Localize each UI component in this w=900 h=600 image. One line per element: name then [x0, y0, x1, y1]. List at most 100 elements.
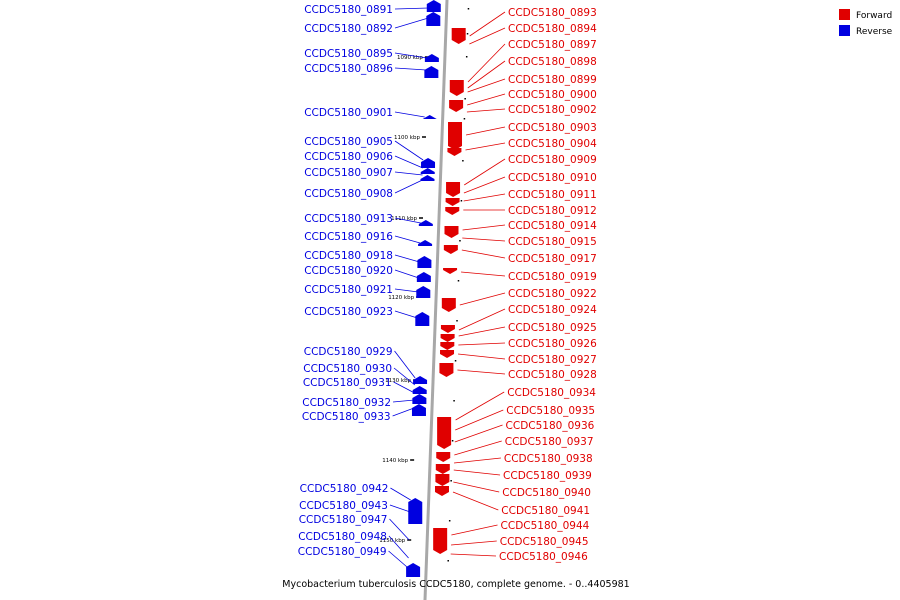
reverse-gene-block[interactable] — [421, 158, 436, 168]
reverse-gene-label[interactable]: CCDC5180_0892 — [304, 23, 393, 35]
reverse-gene-block[interactable] — [420, 168, 435, 174]
forward-gene-label[interactable]: CCDC5180_0936 — [506, 420, 595, 432]
reverse-gene-block[interactable] — [416, 286, 431, 298]
forward-gene-label[interactable]: CCDC5180_0945 — [500, 536, 589, 548]
forward-gene-label[interactable]: CCDC5180_0899 — [508, 74, 597, 86]
reverse-gene-block[interactable] — [408, 498, 423, 524]
forward-gene-block[interactable] — [440, 342, 455, 350]
reverse-gene-label[interactable]: CCDC5180_0949 — [298, 546, 387, 558]
reverse-gene-block[interactable] — [416, 272, 431, 282]
forward-gene-block[interactable] — [443, 268, 458, 274]
reverse-gene-block[interactable] — [426, 0, 441, 12]
reverse-gene-label[interactable]: CCDC5180_0921 — [304, 284, 393, 296]
reverse-gene-block[interactable] — [415, 312, 430, 326]
forward-gene-label[interactable]: CCDC5180_0941 — [501, 505, 590, 517]
reverse-gene-label[interactable]: CCDC5180_0918 — [304, 250, 393, 262]
reverse-gene-label[interactable]: CCDC5180_0930 — [303, 363, 392, 375]
forward-gene-label[interactable]: CCDC5180_0938 — [504, 453, 593, 465]
forward-gene-block[interactable] — [433, 528, 448, 554]
forward-gene-block[interactable] — [445, 207, 460, 215]
forward-gene-block[interactable] — [449, 100, 464, 112]
forward-gene-block[interactable] — [434, 486, 449, 496]
reverse-gene-label[interactable]: CCDC5180_0931 — [303, 377, 392, 389]
forward-gene-label[interactable]: CCDC5180_0926 — [508, 338, 597, 350]
reverse-gene-block[interactable] — [412, 386, 427, 394]
forward-gene-label[interactable]: CCDC5180_0909 — [508, 154, 597, 166]
reverse-gene-label[interactable]: CCDC5180_0908 — [304, 188, 393, 200]
forward-gene-label[interactable]: CCDC5180_0937 — [505, 436, 594, 448]
forward-gene-block[interactable] — [439, 363, 454, 377]
reverse-gene-label[interactable]: CCDC5180_0948 — [298, 531, 387, 543]
forward-gene-block[interactable] — [443, 245, 458, 254]
forward-gene-label[interactable]: CCDC5180_0928 — [508, 369, 597, 381]
reverse-gene-label[interactable]: CCDC5180_0923 — [304, 306, 393, 318]
forward-gene-label[interactable]: CCDC5180_0939 — [503, 470, 592, 482]
forward-gene-label[interactable]: CCDC5180_0903 — [508, 122, 597, 134]
reverse-gene-label[interactable]: CCDC5180_0932 — [302, 397, 391, 409]
reverse-gene-label[interactable]: CCDC5180_0933 — [302, 411, 391, 423]
forward-gene-label[interactable]: CCDC5180_0914 — [508, 220, 597, 232]
reverse-gene-label[interactable]: CCDC5180_0895 — [304, 48, 393, 60]
reverse-gene-block[interactable] — [418, 220, 433, 226]
forward-gene-label[interactable]: CCDC5180_0898 — [508, 56, 597, 68]
forward-gene-block[interactable] — [444, 226, 459, 238]
forward-gene-label[interactable]: CCDC5180_0902 — [508, 104, 597, 116]
reverse-gene-block[interactable] — [417, 256, 432, 268]
forward-gene-label[interactable]: CCDC5180_0919 — [508, 271, 597, 283]
reverse-gene-label[interactable]: CCDC5180_0920 — [304, 265, 393, 277]
reverse-gene-block[interactable] — [412, 394, 427, 404]
forward-gene-block[interactable] — [437, 417, 452, 449]
forward-gene-block[interactable] — [445, 198, 460, 206]
forward-gene-label[interactable]: CCDC5180_0897 — [508, 39, 597, 51]
forward-gene-block[interactable] — [441, 298, 456, 312]
forward-gene-label[interactable]: CCDC5180_0946 — [499, 551, 588, 563]
forward-gene-block[interactable] — [447, 148, 462, 156]
reverse-gene-label[interactable]: CCDC5180_0916 — [304, 231, 393, 243]
forward-gene-label[interactable]: CCDC5180_0917 — [508, 253, 597, 265]
forward-gene-label[interactable]: CCDC5180_0935 — [506, 405, 595, 417]
reverse-gene-label[interactable]: CCDC5180_0905 — [304, 136, 393, 148]
reverse-gene-block[interactable] — [426, 12, 441, 26]
reverse-gene-label[interactable]: CCDC5180_0913 — [304, 213, 393, 225]
forward-gene-label[interactable]: CCDC5180_0912 — [508, 205, 597, 217]
reverse-gene-label[interactable]: CCDC5180_0891 — [304, 4, 393, 16]
forward-gene-label[interactable]: CCDC5180_0915 — [508, 236, 597, 248]
forward-gene-label[interactable]: CCDC5180_0944 — [501, 520, 590, 532]
forward-gene-block[interactable] — [451, 28, 466, 44]
reverse-gene-label[interactable]: CCDC5180_0896 — [304, 63, 393, 75]
forward-gene-block[interactable] — [435, 464, 450, 474]
reverse-gene-label[interactable]: CCDC5180_0942 — [300, 483, 389, 495]
reverse-gene-block[interactable] — [418, 240, 433, 246]
forward-gene-label[interactable]: CCDC5180_0922 — [508, 288, 597, 300]
reverse-gene-block[interactable] — [411, 404, 426, 416]
reverse-gene-block[interactable] — [422, 115, 437, 119]
forward-gene-label[interactable]: CCDC5180_0893 — [508, 7, 597, 19]
forward-gene-block[interactable] — [435, 474, 450, 486]
forward-gene-label[interactable]: CCDC5180_0894 — [508, 23, 597, 35]
reverse-gene-block[interactable] — [406, 563, 421, 577]
reverse-gene-label[interactable]: CCDC5180_0906 — [304, 151, 393, 163]
forward-gene-label[interactable]: CCDC5180_0940 — [502, 487, 591, 499]
forward-gene-label[interactable]: CCDC5180_0934 — [507, 387, 596, 399]
forward-gene-block[interactable] — [448, 122, 463, 150]
reverse-gene-label[interactable]: CCDC5180_0901 — [304, 107, 393, 119]
reverse-gene-label[interactable]: CCDC5180_0943 — [299, 500, 388, 512]
forward-gene-label[interactable]: CCDC5180_0924 — [508, 304, 597, 316]
reverse-gene-label[interactable]: CCDC5180_0907 — [304, 167, 393, 179]
forward-gene-block[interactable] — [440, 325, 455, 333]
forward-gene-block[interactable] — [446, 182, 461, 197]
reverse-gene-block[interactable] — [424, 66, 439, 78]
forward-gene-label[interactable]: CCDC5180_0900 — [508, 89, 597, 101]
forward-gene-block[interactable] — [449, 80, 464, 96]
forward-gene-label[interactable]: CCDC5180_0904 — [508, 138, 597, 150]
forward-gene-label[interactable]: CCDC5180_0911 — [508, 189, 597, 201]
reverse-gene-label[interactable]: CCDC5180_0929 — [304, 346, 393, 358]
reverse-gene-label[interactable]: CCDC5180_0947 — [299, 514, 388, 526]
reverse-gene-block[interactable] — [424, 54, 439, 62]
reverse-gene-block[interactable] — [420, 175, 435, 181]
forward-gene-label[interactable]: CCDC5180_0925 — [508, 322, 597, 334]
forward-gene-block[interactable] — [436, 452, 451, 462]
forward-gene-block[interactable] — [440, 334, 455, 342]
forward-gene-label[interactable]: CCDC5180_0927 — [508, 354, 597, 366]
forward-gene-block[interactable] — [440, 350, 455, 358]
